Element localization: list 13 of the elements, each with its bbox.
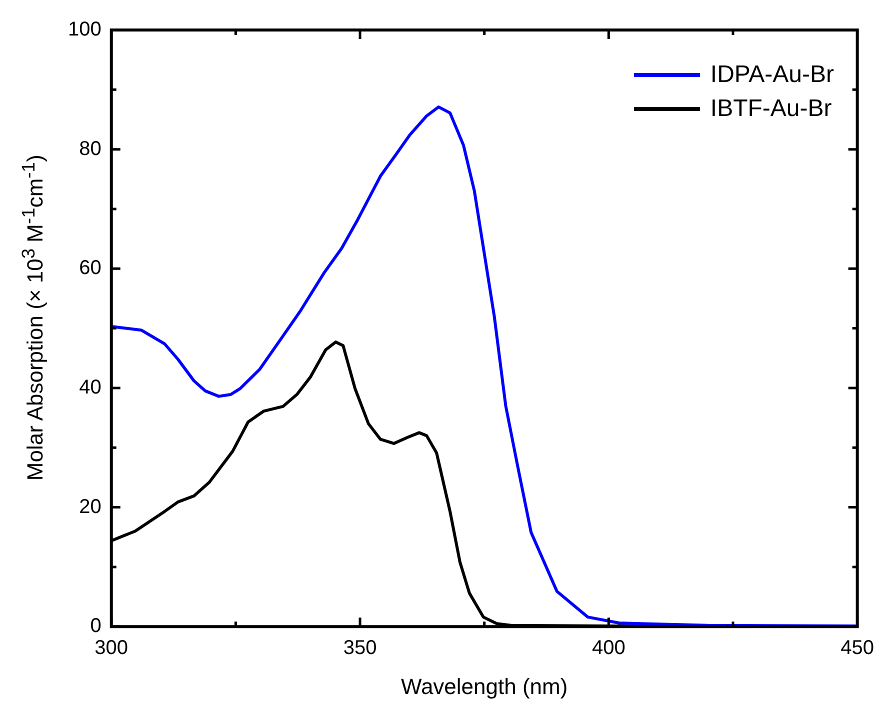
y-tick-label: 100: [68, 18, 102, 41]
y-tick-label: 20: [79, 496, 102, 518]
y-tick-label: 40: [79, 376, 102, 398]
y-tick-label: 60: [79, 257, 102, 280]
x-tick-label: 350: [343, 637, 377, 660]
legend-label: IDPA-Au-Br: [710, 60, 834, 90]
y-tick-label: 0: [90, 615, 102, 638]
x-axis-title: Wavelength (nm): [401, 674, 568, 699]
x-tick-label: 300: [94, 637, 128, 660]
x-tick-label: 400: [592, 637, 626, 660]
y-tick-label: 80: [79, 138, 102, 160]
x-tick-label: 450: [840, 637, 874, 660]
legend-label: IBTF-Au-Br: [710, 94, 832, 124]
